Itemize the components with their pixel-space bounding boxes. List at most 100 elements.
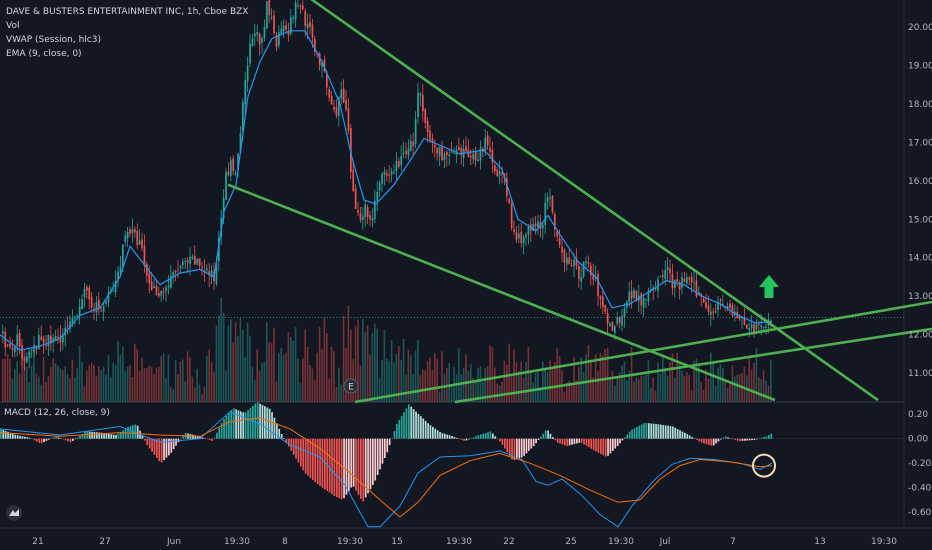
macd-histogram-bar	[573, 438, 576, 445]
volume-bar	[218, 315, 220, 402]
volume-bar	[9, 359, 11, 402]
macd-histogram-bar	[576, 438, 578, 444]
macd-histogram-bar	[91, 431, 93, 439]
macd-histogram-bar	[115, 434, 117, 439]
volume-bar	[71, 359, 74, 402]
volume-bar	[38, 376, 40, 402]
candle-body	[362, 216, 364, 221]
trendline-upper-resistance[interactable]	[307, 0, 879, 402]
macd-axis[interactable]: 0.20 0.00 -0.20 -0.40 -0.60	[908, 410, 932, 518]
macd-histogram-bar	[756, 438, 758, 440]
macd-histogram-bar	[710, 438, 713, 446]
earnings-event-marker[interactable]: E	[343, 378, 359, 394]
macd-histogram-bar	[616, 438, 619, 447]
macd-histogram-bar	[436, 430, 439, 439]
trendline-support-2[interactable]	[454, 327, 932, 404]
volume-bar	[666, 375, 669, 402]
time-axis[interactable]: 21 27 Jun 19:30 8 19:30 15 19:30 22 25 19:30 Jul 7 13…	[32, 537, 897, 547]
volume-bar	[282, 354, 285, 402]
volume-bar	[405, 374, 407, 402]
candle-body	[532, 224, 535, 232]
up-arrow-icon[interactable]	[759, 275, 779, 298]
candle-body	[599, 296, 602, 300]
ema-indicator-label[interactable]: EMA (9, close, 0)	[6, 49, 82, 59]
macd-histogram-bar	[544, 430, 547, 439]
macd-histogram-bar	[614, 438, 617, 449]
candle-body	[381, 174, 383, 184]
trendline-lower-channel[interactable]	[227, 183, 776, 402]
signal-line[interactable]	[0, 417, 773, 518]
volume-bar	[482, 382, 484, 402]
candle-body	[122, 244, 124, 267]
vwap-indicator-label[interactable]: VWAP (Session, hlc3)	[6, 35, 101, 45]
trendline-support-1[interactable]	[354, 300, 932, 404]
macd-line[interactable]	[0, 411, 773, 528]
candle-body	[563, 250, 566, 263]
candle-body	[695, 280, 698, 297]
candle-body	[256, 31, 259, 35]
volume-bar	[412, 374, 414, 402]
macd-histogram-bar	[345, 438, 348, 495]
macd-histogram-bar	[36, 438, 38, 442]
macd-histogram-bar	[57, 437, 60, 439]
candle-body	[753, 324, 755, 332]
macd-legend[interactable]: MACD (12, 26, close, 9)	[4, 408, 110, 418]
crossover-highlight-circle[interactable]	[752, 453, 776, 478]
candle-body	[662, 275, 664, 277]
macd-histogram-bar	[412, 409, 415, 439]
macd-histogram-bar	[19, 435, 21, 439]
macd-histogram-bar	[520, 438, 523, 458]
tradingview-logo-icon[interactable]	[6, 505, 22, 521]
symbol-title[interactable]: DAVE & BUSTERS ENTERTAINMENT INC, 1h, Cb…	[6, 7, 249, 17]
candle-body	[194, 255, 196, 265]
macd-histogram-bar	[290, 438, 293, 451]
macd-histogram-bar	[720, 438, 722, 440]
macd-histogram-bar	[103, 433, 105, 439]
macd-histogram-bar	[631, 429, 633, 439]
macd-histogram-bar	[417, 413, 420, 439]
vol-indicator-label[interactable]: Vol	[6, 21, 20, 31]
candle-body	[722, 303, 724, 305]
volume-bar	[117, 340, 119, 402]
macd-histogram-bar	[604, 438, 607, 457]
volume-bar	[316, 352, 318, 402]
macd-histogram-bar	[674, 427, 677, 439]
candle-body	[143, 245, 146, 266]
macd-histogram-bar	[319, 438, 321, 487]
macd-histogram-bar	[427, 423, 429, 439]
macd-histogram-bar	[350, 438, 353, 488]
macd-histogram-bar	[160, 438, 163, 463]
candle-body	[738, 317, 741, 320]
candle-body	[338, 97, 340, 117]
macd-histogram-bar	[722, 437, 725, 439]
macd-histogram-bar	[595, 438, 597, 452]
candle-body	[621, 315, 623, 326]
volume-bar	[138, 371, 141, 402]
macd-histogram-bar	[528, 438, 530, 451]
volume-bar	[465, 354, 467, 402]
volume-bar	[134, 343, 136, 402]
volume-bar	[710, 352, 712, 402]
macd-histogram-bar	[597, 438, 600, 453]
candle-body	[693, 282, 695, 284]
candle-body	[47, 334, 50, 347]
price-tick-label: 11.00	[908, 369, 932, 379]
candle-body	[314, 39, 316, 53]
candle-body	[105, 301, 107, 305]
macd-histogram-bar	[684, 432, 686, 439]
macd-histogram-bar	[165, 438, 168, 458]
volume-bar	[83, 386, 86, 402]
volume-bar	[167, 354, 170, 402]
volume-bar	[234, 322, 237, 402]
candle-body	[448, 154, 451, 157]
candle-body	[470, 156, 472, 158]
volume-bar	[33, 353, 35, 402]
macd-histogram-bar	[93, 432, 96, 439]
macd-histogram-bar	[681, 431, 684, 439]
price-axis[interactable]: 11.00 12.00 13.00 14.00 15.00 16.00 17.00 18.00…	[908, 23, 932, 379]
volume-bar	[350, 329, 352, 402]
macd-histogram-bar	[62, 438, 65, 440]
ema-line[interactable]	[0, 30, 773, 351]
candle-body	[765, 326, 767, 329]
